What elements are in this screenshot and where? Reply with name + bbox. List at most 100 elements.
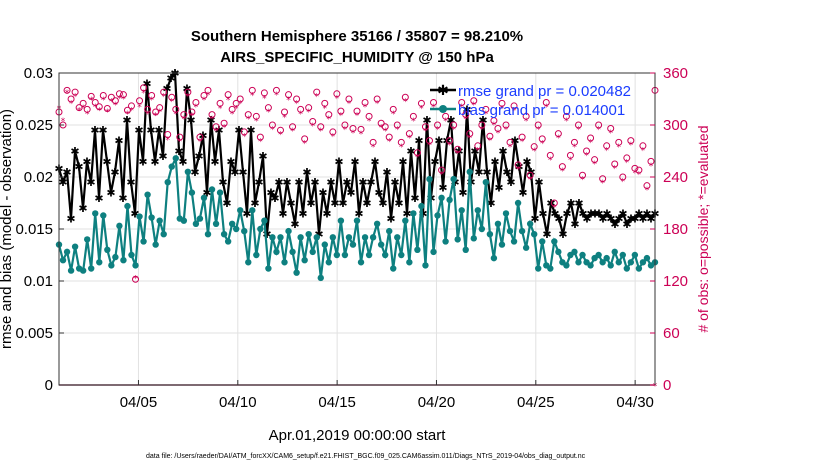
rmse-point: ✱ xyxy=(506,176,515,189)
evaluated-point: * xyxy=(596,125,601,135)
possible-point xyxy=(458,98,466,106)
rmse-point: ✱ xyxy=(626,213,635,226)
possible-point xyxy=(281,108,289,116)
rmse-point: ✱ xyxy=(222,197,231,210)
rmse-point: ✱ xyxy=(338,197,347,210)
possible-point xyxy=(99,92,107,100)
rmse-point: ✱ xyxy=(242,207,251,220)
rmse-point: ✱ xyxy=(122,114,131,127)
evaluated-point: * xyxy=(294,99,299,109)
rmse-point: ✱ xyxy=(110,166,119,179)
evaluated-point: * xyxy=(89,96,94,106)
rmse-point: ✱ xyxy=(630,213,639,226)
bias-point xyxy=(253,251,260,259)
possible-point xyxy=(635,166,643,174)
possible-point xyxy=(325,111,333,119)
bias-point xyxy=(301,257,308,264)
evaluated-point: * xyxy=(443,117,448,127)
evaluated-point: * xyxy=(121,95,126,105)
evaluated-point: * xyxy=(468,134,473,144)
rmse-point: ✱ xyxy=(606,213,615,226)
bias-point xyxy=(144,191,151,198)
evaluated-point: * xyxy=(540,139,545,149)
evaluated-point: * xyxy=(504,125,509,135)
possible-point xyxy=(430,98,438,106)
evaluated-point: * xyxy=(254,117,259,127)
possible-point xyxy=(127,102,135,110)
rmse-point: ✱ xyxy=(366,176,375,189)
bias-point xyxy=(587,262,594,269)
possible-point xyxy=(119,91,127,99)
evaluated-point: * xyxy=(145,110,150,120)
rmse-point: ✱ xyxy=(262,228,271,241)
bias-point xyxy=(96,259,103,266)
bias-point xyxy=(132,262,139,269)
possible-point xyxy=(462,111,470,119)
bias-point xyxy=(79,267,87,274)
evaluated-point: * xyxy=(165,136,170,146)
evaluated-point: * xyxy=(242,132,247,142)
rmse-point: ✱ xyxy=(538,207,547,220)
bias-point xyxy=(410,210,417,217)
evaluated-point: * xyxy=(653,382,658,392)
y-right-tick-label: 120 xyxy=(663,273,688,290)
bias-point xyxy=(551,238,558,245)
possible-point xyxy=(172,105,180,113)
possible-point xyxy=(502,121,510,129)
bias-point xyxy=(88,265,95,272)
rmse-point: ✱ xyxy=(154,124,163,137)
possible-point xyxy=(317,123,325,131)
rmse-point: ✱ xyxy=(502,166,511,179)
rmse-point: ✱ xyxy=(490,155,499,168)
legend-bias-marker xyxy=(439,105,447,113)
possible-point xyxy=(562,112,570,120)
possible-point xyxy=(526,171,534,179)
evaluated-point: * xyxy=(419,105,424,115)
evaluated-point: * xyxy=(157,108,162,118)
rmse-point: ✱ xyxy=(458,187,467,200)
y-axis-label: rmse and bias (model - observation) xyxy=(0,109,15,349)
rmse-point: ✱ xyxy=(414,135,423,148)
bias-point xyxy=(321,241,328,248)
evaluated-point: * xyxy=(149,96,154,106)
evaluated-point: * xyxy=(77,106,82,116)
evaluated-point: * xyxy=(532,147,537,157)
evaluated-point: * xyxy=(580,176,585,186)
bias-point xyxy=(305,231,312,238)
rmse-point: ✱ xyxy=(398,155,407,168)
rmse-point: ✱ xyxy=(554,213,563,226)
evaluated-point: * xyxy=(612,164,617,174)
bias-point xyxy=(494,220,502,227)
rmse-point: ✱ xyxy=(358,176,367,189)
rmse-point: ✱ xyxy=(250,197,259,210)
bias-point xyxy=(361,234,369,241)
possible-point xyxy=(595,121,603,129)
rmse-point: ✱ xyxy=(594,207,603,220)
evaluated-point: * xyxy=(141,89,146,99)
possible-point xyxy=(413,149,421,157)
evaluated-point: * xyxy=(572,143,577,153)
possible-point xyxy=(643,182,651,190)
bias-point xyxy=(434,212,441,219)
rmse-point: ✱ xyxy=(310,176,319,189)
rmse-point: ✱ xyxy=(318,187,327,200)
bias-point xyxy=(462,246,469,253)
possible-point xyxy=(75,104,83,112)
evaluated-point: * xyxy=(621,177,626,187)
bias-point xyxy=(446,196,453,204)
bias-point xyxy=(430,248,437,256)
bias-point xyxy=(518,227,526,235)
bias-point xyxy=(458,207,465,214)
possible-point xyxy=(615,138,623,146)
bias-point xyxy=(261,217,268,224)
bias-point xyxy=(607,262,614,269)
rmse-point: ✱ xyxy=(74,161,83,174)
possible-point xyxy=(486,132,494,140)
evaluated-point: * xyxy=(476,146,481,156)
rmse-point: ✱ xyxy=(166,72,175,85)
possible-point xyxy=(385,133,393,141)
evaluated-point: * xyxy=(290,127,295,137)
possible-point xyxy=(216,99,224,107)
bias-point xyxy=(579,251,586,259)
bias-point xyxy=(241,227,248,235)
